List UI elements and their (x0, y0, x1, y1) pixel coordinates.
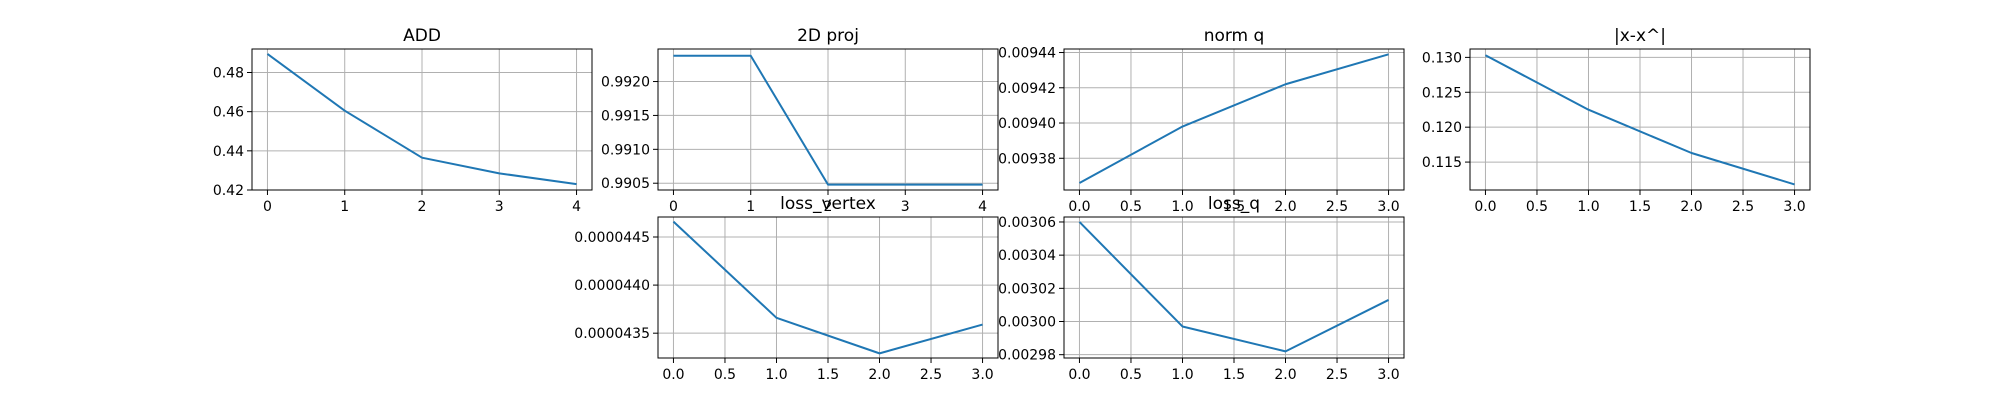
y-tick-label: 0.9910 (601, 142, 650, 158)
x-tick-label: 1 (746, 199, 755, 215)
x-tick-label: 3.0 (1783, 199, 1805, 215)
series-line (1078, 53, 1389, 184)
x-tick-label: 0.0 (1474, 199, 1496, 215)
x-tick-label: 2 (418, 199, 427, 215)
y-tick-label: 0.120 (1422, 120, 1462, 136)
x-tick-label: 2.0 (868, 367, 890, 383)
subplot-1: 0 1 2 3 4 0.42 0.44 0.46 0.48 ADD (213, 26, 593, 215)
x-tick-label: 3.0 (1377, 199, 1399, 215)
x-tick-label: 3 (901, 199, 910, 215)
y-tick-label: 0.9905 (601, 176, 650, 192)
x-tick-label: 0.5 (1526, 199, 1548, 215)
y-tick-label: 0.46 (213, 105, 244, 121)
x-tick-label: 2 (824, 199, 833, 215)
x-tick-label: 1.0 (1171, 199, 1193, 215)
x-tick-label: 2.5 (1326, 199, 1348, 215)
x-tick-label: 2.0 (1680, 199, 1702, 215)
x-tick-label: 2.5 (1732, 199, 1754, 215)
x-tick-label: 0.5 (714, 367, 736, 383)
x-tick-label: 2.5 (1326, 367, 1348, 383)
x-tick-label: 1.5 (1223, 367, 1245, 383)
x-tick-label: 4 (978, 199, 987, 215)
x-tick-label: 1.0 (1577, 199, 1599, 215)
x-tick-label: 0.0 (1068, 199, 1090, 215)
x-tick-label: 2.5 (920, 367, 942, 383)
subplot-6: 0.0 0.5 1.0 1.5 2.0 2.5 3.0 0.00298 0.00300 0.003… (998, 194, 1405, 383)
x-tick-label: 0.0 (1068, 367, 1090, 383)
y-tick-label: 0.00300 (998, 315, 1056, 331)
subplot-title: |x-x^| (1614, 26, 1666, 46)
y-tick-label: 0.00940 (998, 116, 1056, 132)
y-tick-label: 0.00304 (998, 248, 1056, 264)
y-tick-label: 0.115 (1422, 155, 1462, 171)
series-line (1078, 221, 1389, 353)
y-tick-label: 0.00298 (998, 348, 1056, 364)
x-tick-label: 1 (340, 199, 349, 215)
x-tick-label: 2.0 (1274, 199, 1296, 215)
y-tick-label: 0.0000435 (574, 326, 650, 342)
x-tick-label: 0 (263, 199, 272, 215)
y-tick-label: 0.42 (213, 183, 244, 199)
y-tick-label: 0.9920 (601, 75, 650, 91)
series-line (672, 220, 983, 355)
series-line (1484, 54, 1795, 186)
x-tick-label: 0.5 (1120, 199, 1142, 215)
subplot-3: 0.0 0.5 1.0 1.5 2.0 2.5 3.0 0.00938 0.00940 0.009… (998, 26, 1405, 215)
x-tick-label: 4 (572, 199, 581, 215)
y-tick-label: 0.0000440 (574, 278, 650, 294)
subplot-title: norm q (1204, 26, 1265, 46)
y-tick-label: 0.00944 (998, 46, 1056, 62)
x-tick-label: 0 (669, 199, 678, 215)
subplot-2: 0 1 2 3 4 0.9905 0.9910 0.9915 0.9920 2D proj (601, 26, 999, 215)
y-tick-label: 0.0000445 (574, 230, 650, 246)
subplot-title: loss_vertex (780, 194, 876, 214)
x-tick-label: 0.5 (1120, 367, 1142, 383)
x-tick-label: 1.0 (1171, 367, 1193, 383)
y-tick-label: 0.48 (213, 66, 244, 82)
y-tick-label: 0.9915 (601, 108, 650, 124)
x-tick-label: 3 (495, 199, 504, 215)
x-tick-label: 1.5 (817, 367, 839, 383)
subplot-title: 2D proj (797, 26, 859, 46)
y-tick-label: 0.130 (1422, 50, 1462, 66)
subplot-title: ADD (403, 26, 441, 46)
y-tick-label: 0.44 (213, 144, 244, 160)
y-tick-label: 0.00302 (998, 281, 1056, 297)
y-tick-label: 0.00938 (998, 151, 1056, 167)
x-tick-label: 3.0 (1377, 367, 1399, 383)
subplot-5: 0.0 0.5 1.0 1.5 2.0 2.5 3.0 0.0000435 0.0000440 0… (574, 194, 999, 383)
x-tick-label: 3.0 (971, 367, 993, 383)
x-tick-label: 0.0 (662, 367, 684, 383)
y-tick-label: 0.125 (1422, 85, 1462, 101)
subplot-4: 0.0 0.5 1.0 1.5 2.0 2.5 3.0 0.115 0.120 0.125 0.13… (1422, 26, 1811, 215)
x-tick-label: 1.5 (1223, 199, 1245, 215)
x-tick-label: 1.5 (1629, 199, 1651, 215)
x-tick-label: 2.0 (1274, 367, 1296, 383)
y-tick-label: 0.00306 (998, 215, 1056, 231)
y-tick-label: 0.00942 (998, 81, 1056, 97)
subplot-title: loss_q (1208, 194, 1260, 214)
x-tick-label: 1.0 (765, 367, 787, 383)
